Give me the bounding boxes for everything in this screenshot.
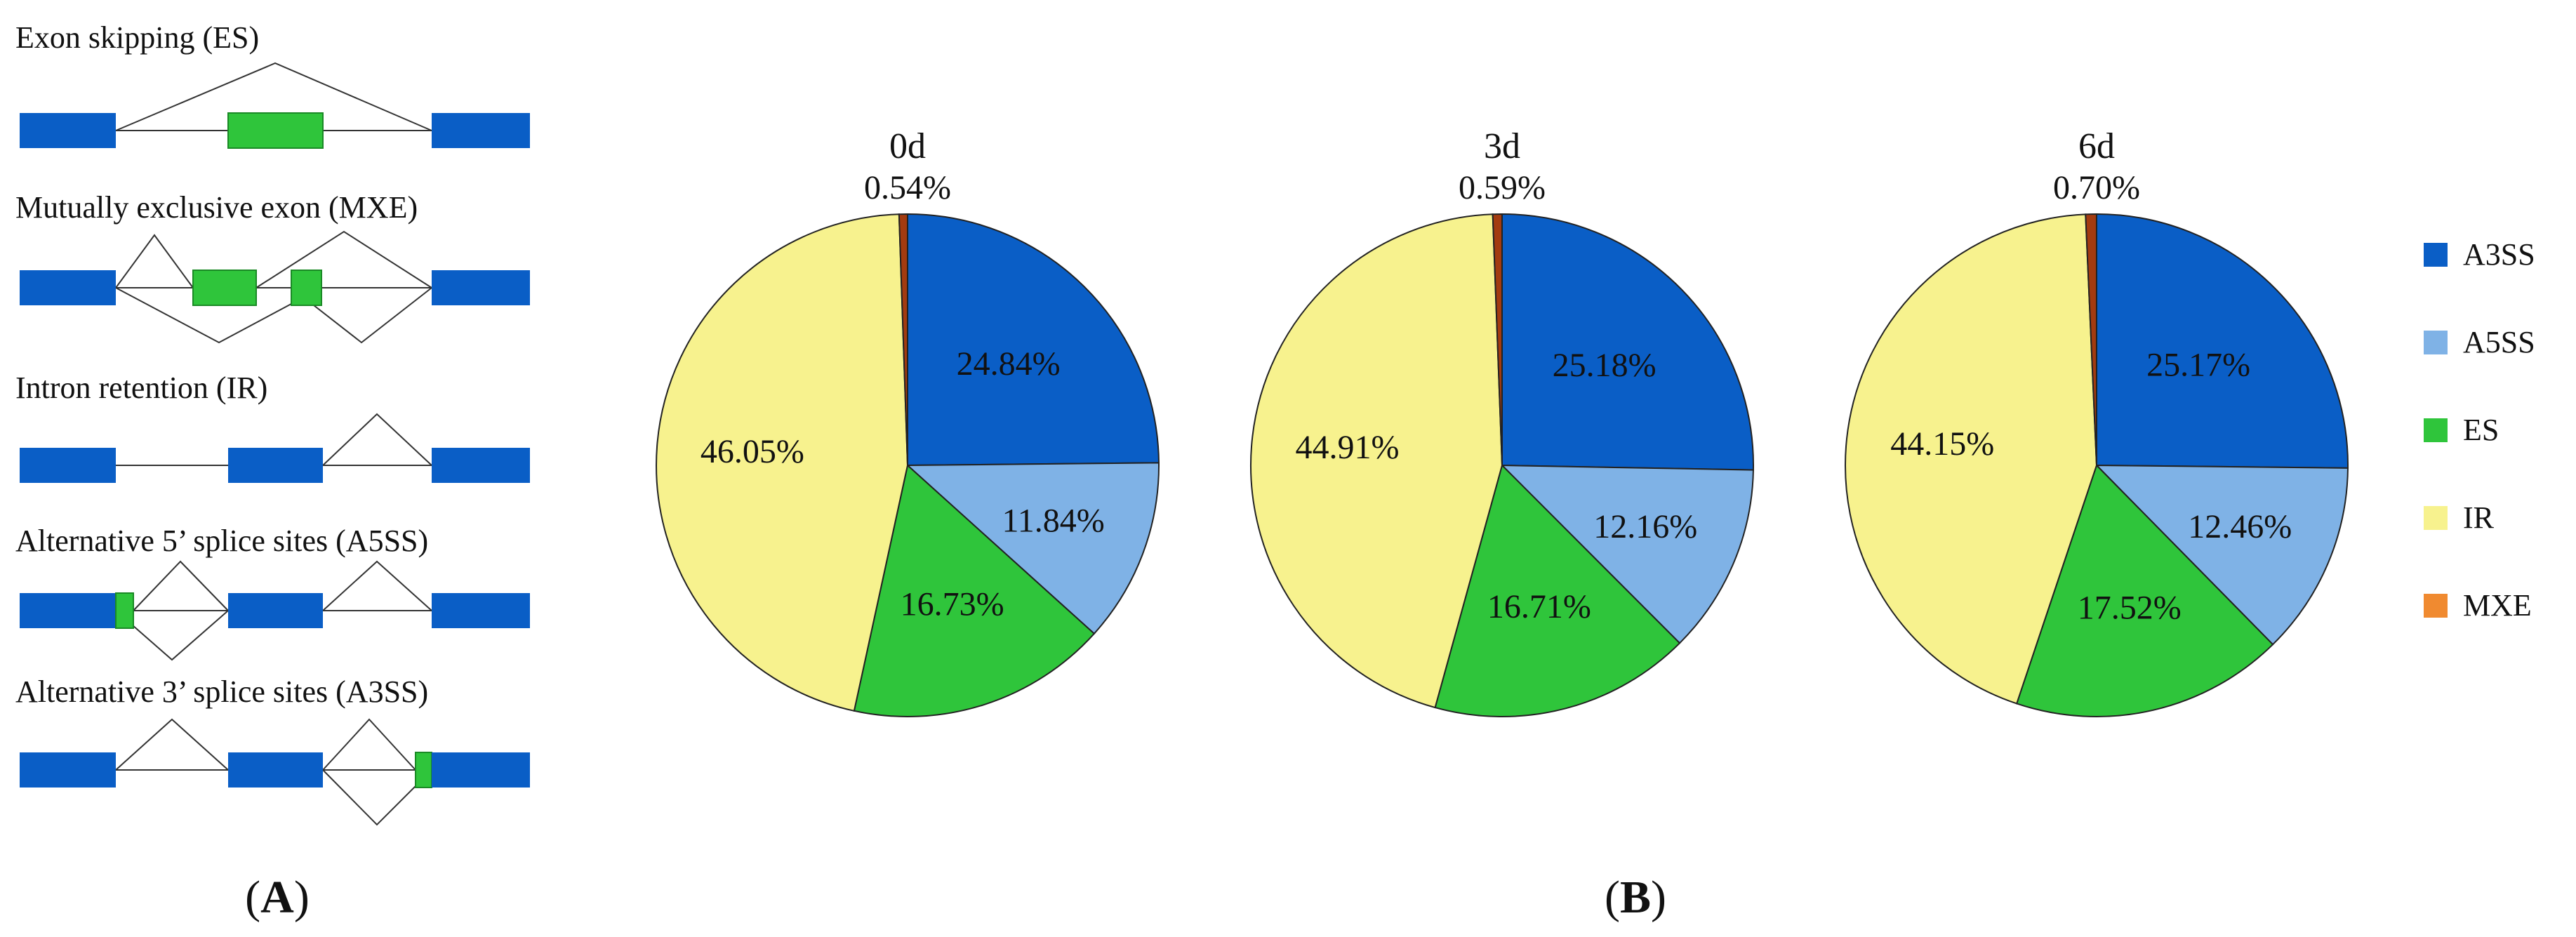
diagram-title-mxe: Mutually exclusive exon (MXE)	[15, 190, 418, 225]
pie-label-ir: 44.15%	[1890, 425, 1994, 463]
splice-arc	[322, 413, 432, 466]
pie-label-a5ss: 11.84%	[1002, 503, 1104, 540]
pie-slice-a3ss	[2096, 213, 2349, 469]
pie-label-ir: 44.91%	[1296, 429, 1400, 466]
pie-slice-es	[853, 464, 1096, 717]
pie-slice-es	[1434, 464, 1681, 717]
splice-arc	[133, 560, 229, 611]
splice-arc	[322, 718, 416, 771]
exon-middle	[228, 593, 323, 628]
pie-slice-mxe	[1492, 213, 1503, 466]
legend-label: ES	[2463, 413, 2499, 447]
exon-mutually-exclusive-2	[291, 270, 322, 306]
exon-constitutive-right	[432, 593, 530, 628]
diagram-title-ir: Intron retention (IR)	[15, 371, 267, 405]
splice-arc	[115, 610, 229, 661]
diagram-alternative-3-splice-sites: Alternative 3’ splice sites (A3SS)	[15, 674, 530, 826]
pie-slice-mxe	[898, 213, 908, 466]
pie-label-es: 16.73%	[901, 586, 1004, 623]
pie-label-ir: 46.05%	[701, 433, 804, 470]
legend-label: MXE	[2463, 588, 2532, 623]
pie-slice-a5ss	[2094, 464, 2349, 646]
exon-constitutive-left	[20, 448, 116, 483]
legend-swatch	[2424, 418, 2448, 442]
pie-title: 0d	[889, 126, 926, 166]
splice-arc	[322, 560, 432, 611]
exon-mutually-exclusive-1	[192, 270, 257, 306]
diagram-alternative-5-splice-sites: Alternative 5’ splice sites (A5SS)	[15, 524, 530, 661]
pie-chart-3d: 25.18% 12.16% 16.71% 44.91% 0.59%3d	[1250, 126, 1754, 717]
legend-item-mxe: MXE	[2424, 588, 2532, 623]
exon-constitutive-right	[432, 448, 530, 483]
pie-slice-a3ss	[907, 213, 1160, 467]
splice-arc	[255, 230, 432, 288]
pie-label-mxe: 0.54%	[864, 169, 951, 206]
exon-middle	[228, 752, 323, 788]
exon-skipped	[227, 112, 324, 149]
exon-alternative-5-extension	[115, 592, 134, 629]
legend-item-a3ss: A3SS	[2424, 237, 2535, 272]
legend-swatch	[2424, 506, 2448, 530]
splice-arc	[115, 287, 322, 344]
pie-slice-ir	[1250, 213, 1503, 709]
exon-alternative-3-extension	[415, 752, 432, 788]
splice-arc	[115, 718, 229, 771]
splice-arc	[115, 62, 432, 131]
legend-swatch	[2424, 331, 2448, 354]
legend-swatch	[2424, 594, 2448, 618]
pie-title: 3d	[1484, 126, 1520, 166]
pie-slice-ir	[1845, 213, 2098, 705]
panel-b-pie-charts: 24.84% 11.84% 16.73% 46.05% 0.54%0d 25.18% 12.…	[656, 126, 2349, 717]
pie-label-mxe: 0.59%	[1459, 169, 1546, 206]
exon-constitutive-left	[20, 593, 116, 628]
pie-slice-a5ss	[905, 462, 1160, 635]
diagram-title-es: Exon skipping (ES)	[15, 20, 259, 55]
pie-slice-a3ss	[1501, 213, 1754, 471]
pie-label-es: 17.52%	[2078, 589, 2182, 626]
pie-chart-0d: 24.84% 11.84% 16.73% 46.05% 0.54%0d	[656, 126, 1160, 717]
exon-constitutive-right	[432, 113, 530, 148]
pie-label-a3ss: 25.18%	[1553, 347, 1657, 384]
exon-constitutive-right	[432, 752, 530, 788]
pie-label-mxe: 0.70%	[2053, 169, 2140, 206]
pie-label-a5ss: 12.46%	[2188, 508, 2292, 545]
exon-constitutive-left	[20, 752, 116, 788]
pie-label-a3ss: 24.84%	[957, 345, 1061, 383]
exon-constitutive-left	[20, 270, 116, 305]
pie-slice-a5ss	[1500, 464, 1754, 644]
pie-label-a3ss: 25.17%	[2146, 347, 2250, 384]
panel-a: Exon skipping (ES) Mutually exclusive ex…	[15, 20, 530, 923]
legend-swatch	[2424, 243, 2448, 267]
diagram-mutually-exclusive-exon: Mutually exclusive exon (MXE)	[15, 190, 530, 344]
pie-label-es: 16.71%	[1487, 588, 1591, 625]
panel-label-b: (B)	[1605, 872, 1666, 923]
exon-middle	[228, 448, 323, 483]
exon-constitutive-left	[20, 113, 116, 148]
pie-label-a5ss: 12.16%	[1593, 508, 1697, 545]
pie-slice-es	[2015, 464, 2274, 717]
legend: A3SS A5SS ES IR MXE	[2424, 237, 2535, 623]
legend-label: A5SS	[2463, 325, 2535, 359]
pie-slice-ir	[656, 213, 909, 712]
diagram-title-a3ss: Alternative 3’ splice sites (A3SS)	[15, 674, 428, 709]
diagram-title-a5ss: Alternative 5’ splice sites (A5SS)	[15, 524, 428, 558]
legend-item-es: ES	[2424, 413, 2499, 447]
exon-constitutive-right	[432, 270, 530, 305]
pie-slice-mxe	[2085, 213, 2097, 466]
pie-title: 6d	[2078, 126, 2115, 166]
legend-label: A3SS	[2463, 237, 2535, 272]
splice-arc	[115, 234, 194, 288]
legend-item-ir: IR	[2424, 500, 2495, 535]
legend-label: IR	[2463, 500, 2495, 535]
diagram-exon-skipping: Exon skipping (ES)	[15, 20, 530, 149]
diagram-intron-retention: Intron retention (IR)	[15, 371, 530, 483]
panel-label-a: (A)	[245, 872, 310, 923]
splice-arc	[322, 769, 432, 826]
pie-chart-6d: 25.17% 12.46% 17.52% 44.15% 0.70%6d	[1845, 126, 2349, 717]
legend-item-a5ss: A5SS	[2424, 325, 2535, 359]
